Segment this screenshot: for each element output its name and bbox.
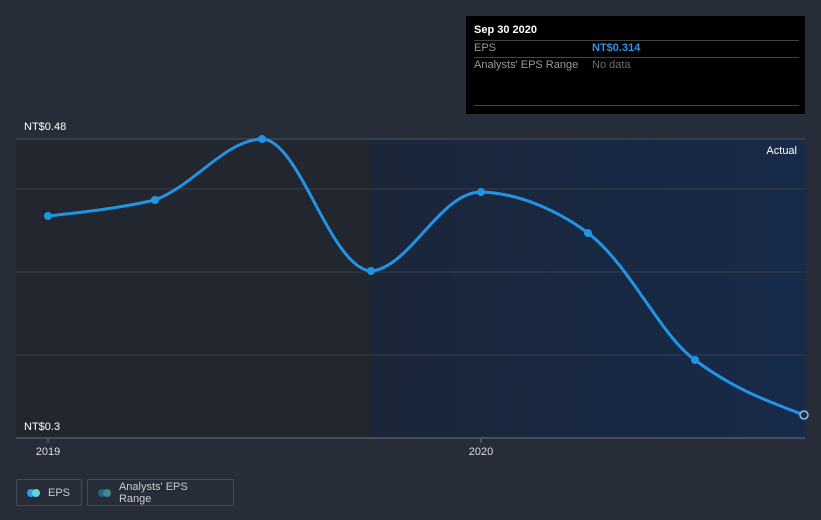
legend-eps-button[interactable]: EPS [16,479,82,506]
legend-analysts-range-button[interactable]: Analysts' EPS Range [87,479,234,506]
eps-legend-icon [27,488,40,497]
tooltip: Sep 30 2020 EPS NT$0.314 Analysts' EPS R… [466,16,805,114]
divider [474,57,799,58]
legend-eps-label: EPS [48,486,71,499]
y-axis-top-label: NT$0.48 [24,121,67,133]
divider [474,40,799,41]
legend-analysts-range-label: Analysts' EPS Range [118,480,188,505]
tooltip-range-value: No data [592,59,631,71]
eps-points [44,135,699,364]
actual-region-label: Actual [766,145,797,157]
tooltip-range-label: Analysts' EPS Range [474,59,579,71]
tooltip-date: Sep 30 2020 [474,24,537,36]
x-axis-label-2020: 2020 [468,446,494,458]
divider [474,105,799,106]
eps-line [47,137,805,417]
tooltip-eps-value: NT$0.314 [592,42,641,54]
y-axis-bottom-label: NT$0.3 [24,421,61,433]
x-axis-label-2019: 2019 [35,446,61,458]
actual-region [371,139,805,438]
eps-selected-point [799,410,809,420]
tooltip-eps-label: EPS [474,42,497,54]
past-region [16,139,371,438]
analysts-range-legend-icon [98,488,111,497]
